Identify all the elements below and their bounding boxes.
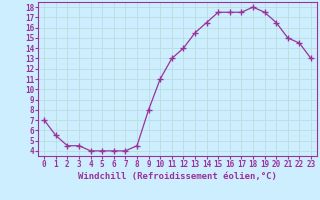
X-axis label: Windchill (Refroidissement éolien,°C): Windchill (Refroidissement éolien,°C) <box>78 172 277 181</box>
